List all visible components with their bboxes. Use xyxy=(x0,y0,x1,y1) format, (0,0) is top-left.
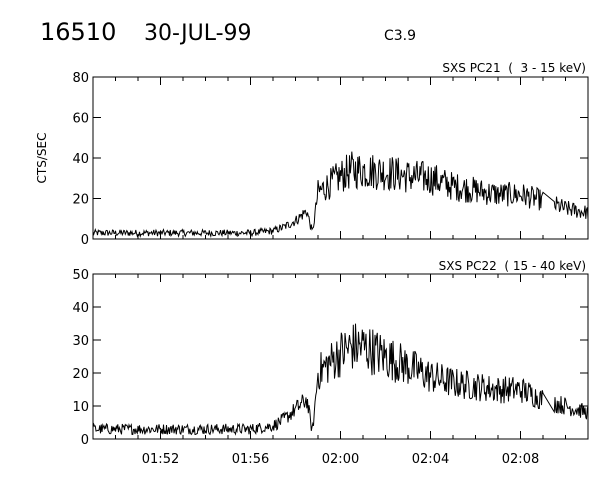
event-date: 30-JUL-99 xyxy=(144,21,252,46)
x-tick-label: 02:08 xyxy=(502,452,539,467)
y-tick-label: 60 xyxy=(72,112,89,127)
panel-pc22-title: SXS PC22 ( 15 - 40 keV) xyxy=(439,259,586,273)
panel-pc21-ylabel: CTS/SEC xyxy=(35,133,49,184)
panel-pc22-y-ticks: 0 10 20 30 40 50 xyxy=(72,268,588,448)
event-id: 16510 xyxy=(40,18,116,46)
x-tick-label: 01:56 xyxy=(232,452,269,467)
panel-pc21-series-line xyxy=(92,151,589,239)
x-tick-label: 02:04 xyxy=(412,452,449,467)
panel-pc21-title: SXS PC21 ( 3 - 15 keV) xyxy=(442,61,586,75)
y-tick-label: 40 xyxy=(72,152,89,167)
y-tick-label: 50 xyxy=(72,268,89,283)
y-tick-label: 10 xyxy=(72,400,89,415)
y-tick-label: 0 xyxy=(81,233,89,248)
panel-pc21: SXS PC21 ( 3 - 15 keV) CTS/SEC 0 20 40 60 80 xyxy=(35,61,589,248)
x-tick-label: 01:52 xyxy=(142,452,179,467)
x-tick-label: 02:00 xyxy=(322,452,359,467)
panel-pc21-x-ticks xyxy=(92,77,589,239)
panel-pc22: SXS PC22 ( 15 - 40 keV) 0 10 20 30 40 50 01:5… xyxy=(72,259,589,467)
panel-pc22-series-line xyxy=(92,323,589,436)
y-tick-label: 20 xyxy=(72,367,89,382)
y-tick-label: 80 xyxy=(72,71,89,86)
panel-pc22-x-ticks xyxy=(92,274,589,439)
flare-class: C3.9 xyxy=(384,28,416,44)
y-tick-label: 40 xyxy=(72,301,89,316)
y-tick-label: 20 xyxy=(72,193,89,208)
panel-pc21-y-ticks: 0 20 40 60 80 xyxy=(72,71,588,248)
y-tick-label: 30 xyxy=(72,334,89,349)
panel-pc21-frame xyxy=(92,76,589,240)
panel-pc22-x-tick-labels: 01:52 01:56 02:00 02:04 02:08 xyxy=(142,452,539,467)
y-tick-label: 0 xyxy=(81,433,89,448)
